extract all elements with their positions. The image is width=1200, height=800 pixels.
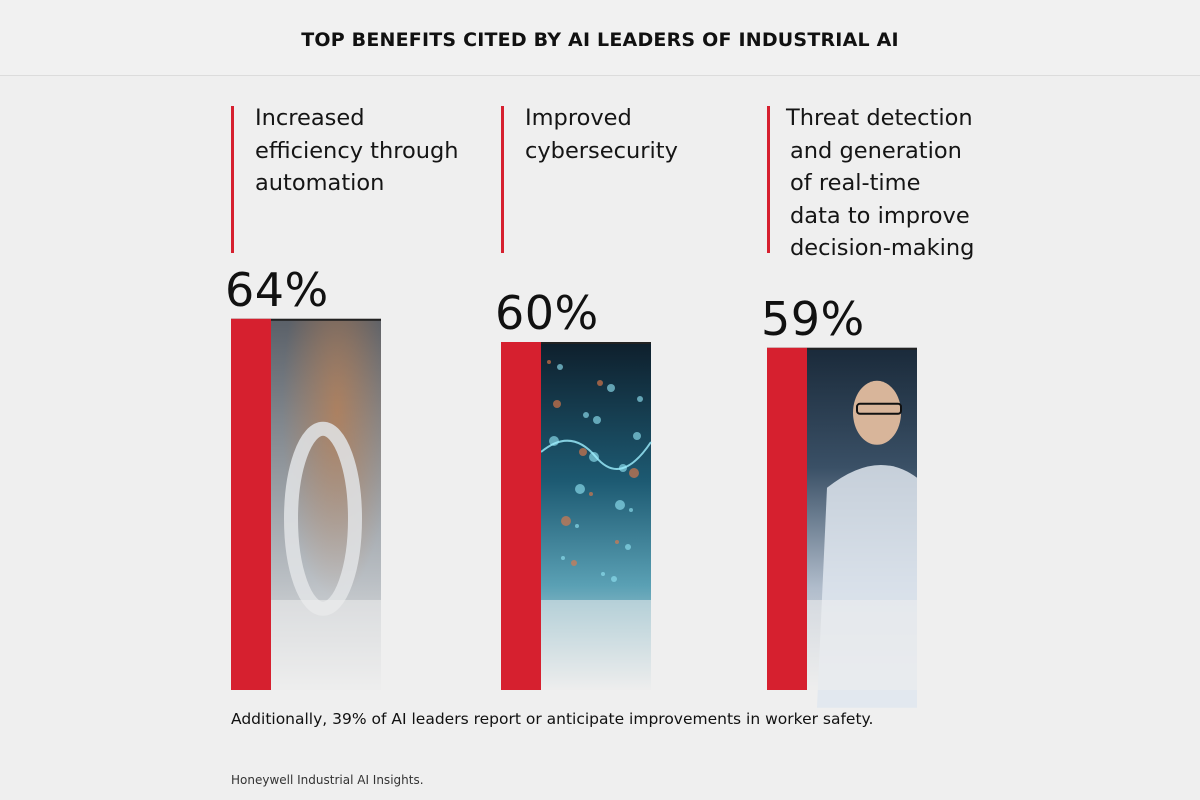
data-network-node (589, 452, 599, 462)
bar (767, 347, 807, 690)
data-network-node (625, 544, 631, 550)
benefit-accent-line (501, 106, 504, 253)
benefit-label-line: data to improve (790, 202, 970, 229)
footnote: Additionally, 39% of AI leaders report o… (231, 710, 874, 728)
bar-photo-fade (541, 600, 651, 690)
data-network-node (557, 364, 563, 370)
benefit-label-line: Improved (525, 105, 632, 131)
data-network-node (611, 576, 617, 582)
benefit-label-line: Increased (255, 105, 365, 131)
data-network-node (629, 508, 633, 512)
data-network-node (561, 516, 571, 526)
source-credit: Honeywell Industrial AI Insights. (231, 773, 424, 787)
data-network-node (571, 560, 577, 566)
bar-top-edge (767, 347, 917, 350)
data-network-node (579, 448, 587, 456)
data-network-node (553, 400, 561, 408)
data-network-node (629, 468, 639, 478)
chart-title: TOP BENEFITS CITED BY AI LEADERS OF INDU… (301, 29, 899, 51)
bar (501, 342, 541, 690)
data-network-node (593, 416, 601, 424)
benefit-label-line: cybersecurity (525, 137, 678, 164)
value-label: 64% (225, 262, 329, 317)
benefit-label: Improved cybersecurity (525, 102, 678, 167)
data-network-node (615, 540, 619, 544)
benefit-label-line: decision-making (790, 235, 975, 261)
data-network-node (583, 412, 589, 418)
value-label: 59% (761, 291, 865, 346)
engineer-glasses (856, 402, 902, 415)
header-band (0, 0, 1200, 76)
data-network-wave (540, 439, 652, 470)
data-network-node (597, 380, 603, 386)
data-network-node (589, 492, 593, 496)
benefit-label: Increased efficiency through automation (255, 102, 459, 200)
data-network-node (561, 556, 565, 560)
bar-top-edge (231, 318, 381, 321)
data-network-node (575, 524, 579, 528)
benefit-label-line: efficiency through (255, 137, 459, 164)
benefit-accent-line (231, 106, 234, 253)
data-network-node (615, 500, 625, 510)
benefit-label-line: automation (255, 170, 385, 196)
benefit-label-line: and generation (790, 137, 962, 164)
benefit-label-line: of real-time (790, 170, 921, 196)
benefit-label-line: Threat detection (786, 105, 973, 131)
data-network-node (547, 360, 551, 364)
value-label: 60% (495, 286, 599, 340)
data-network-node (633, 432, 641, 440)
benefit-accent-line (767, 106, 770, 253)
data-network-node (601, 572, 605, 576)
data-network-node (607, 384, 615, 392)
data-network-node (637, 396, 643, 402)
benefit-label: Threat detection and generation of real-ti… (786, 102, 974, 265)
bar (231, 318, 271, 690)
bar-top-edge (501, 342, 651, 344)
bar-photo-fade (271, 600, 381, 690)
bar-photo-fade (807, 600, 917, 690)
data-network-node (575, 484, 585, 494)
